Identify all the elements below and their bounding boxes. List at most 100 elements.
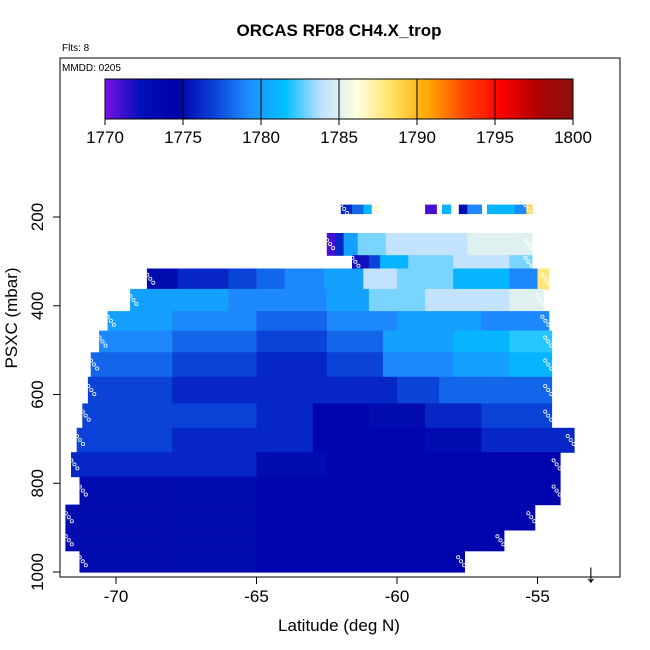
track-point [78,437,83,442]
track-point [80,559,85,564]
heatmap-cell [340,204,353,215]
track-point [549,417,554,422]
track-point [325,238,330,243]
track-point [546,339,551,344]
heatmap-cell [76,427,173,453]
track-point [92,362,97,367]
track-point [97,335,102,340]
track-point [540,301,545,306]
heatmap-cell [172,452,258,478]
track-point [89,388,94,393]
track-point [546,413,551,418]
x-tick-label: -60 [385,587,410,606]
track-point [81,441,86,446]
colorbar-tick-label: 1785 [320,128,358,147]
track-point [537,297,542,302]
track-point [546,362,551,367]
track-point [543,318,548,323]
heatmap-cell [256,550,342,573]
track-point [83,492,88,497]
heatmap-cell [481,427,575,453]
track-point [151,280,156,285]
heatmap-cell [397,529,482,552]
heatmap-cell [228,288,258,312]
x-tick-label: -70 [104,587,129,606]
track-point [72,462,77,467]
heatmap-cell [481,311,550,332]
heatmap-cell [177,268,229,290]
heatmap-cell [172,311,258,332]
track-point [92,392,97,397]
heatmap-cell [537,268,550,290]
heatmap-cell [146,268,179,290]
track-point [89,358,94,363]
colorbar: 1770 1775 1780 1785 1790 1795 1800 [86,78,592,147]
heatmap-cell [172,529,258,552]
heatmap-cell [256,427,314,453]
track-point [543,409,548,414]
y-tick-label: 200 [28,203,47,231]
heatmap-cell [509,352,553,378]
heatmap-cell [368,427,426,453]
heatmap-cell [397,376,440,404]
track-point [526,259,531,264]
track-point [549,392,554,397]
track-point [111,322,116,327]
heatmap-cell [380,255,409,270]
x-axis: -70 -65 -60 -55 [104,577,550,606]
y-axis-label: PSXC (mbar) [2,267,21,368]
track-point [80,488,85,493]
track-point [356,263,361,268]
arrow-down-icon: ↓ [584,558,597,588]
heatmap-cell [352,255,370,270]
heatmap-cell [107,311,173,332]
track-point [103,343,108,348]
heatmap-cell [256,476,342,506]
track-point [350,255,355,260]
heatmap-cell [481,504,536,531]
heatmap-cell [312,427,370,453]
heatmap-cell [65,529,173,552]
heatmap-cell [256,376,328,404]
heatmap-cell [439,376,510,404]
track-point [105,314,110,319]
track-point [66,538,71,543]
track-point [554,488,559,493]
heatmap-cell [397,311,482,332]
heatmap-cell [467,233,533,256]
flights-label: Flts: 8 [62,43,90,54]
heatmap-cell [326,330,384,353]
track-point [571,441,576,446]
heatmap-cell [368,255,381,270]
track-point [529,210,534,215]
chart-title: ORCAS RF08 CH4.X_trop [237,21,442,40]
heatmap-cell [326,311,398,332]
colorbar-tick-label: 1770 [86,128,124,147]
heatmap-cell [326,352,384,378]
heatmap-cell [352,204,364,215]
heatmap-cell [526,204,533,215]
heatmap-cell [256,288,328,312]
y-axis: 200 400 600 800 1000 [28,203,60,591]
heatmap-cell [256,311,328,332]
track-point [69,542,74,547]
heatmap-cell [326,376,398,404]
heatmap-cell [509,330,553,353]
track-point [551,484,556,489]
heatmap-cell [71,452,173,478]
track-point [131,297,136,302]
track-point [543,384,548,389]
track-point [345,210,350,215]
track-point [342,206,347,211]
heatmap-cell [397,268,454,290]
heatmap-cell [453,330,510,353]
heatmap-cell [368,403,426,429]
track-point [148,276,153,281]
track-point [546,322,551,327]
track-point [549,343,554,348]
colorbar-tick-label: 1790 [398,128,436,147]
y-tick-label: 400 [28,292,47,320]
heatmap-cell [509,268,539,290]
x-axis-label: Latitude (deg N) [278,616,400,635]
track-point [353,259,358,264]
